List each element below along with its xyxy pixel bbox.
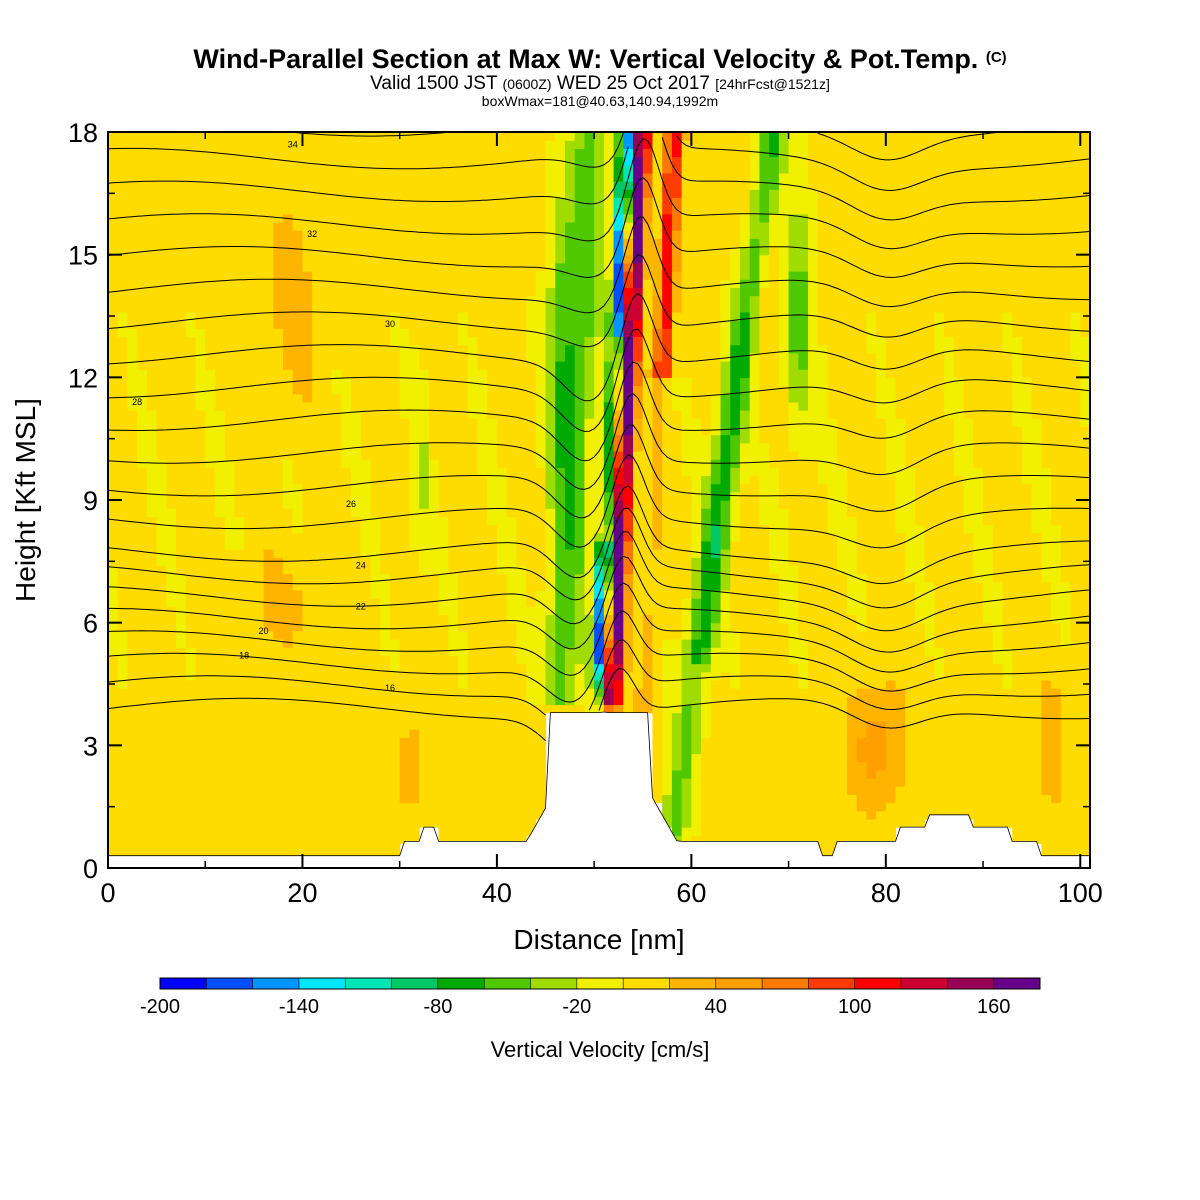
- y-axis-title: Height [Kft MSL]: [10, 398, 41, 602]
- x-tick-label: 0: [100, 878, 115, 908]
- colorbar-swatch: [206, 978, 253, 989]
- theta-contour: [107, 668, 1091, 741]
- x-tick-label: 40: [482, 878, 512, 908]
- theta-contour-label: 32: [307, 229, 317, 239]
- y-tick-label: 9: [83, 486, 98, 516]
- theta-contour: [107, 639, 1091, 716]
- colorbar-swatch: [854, 978, 902, 989]
- theta-contour-label: 16: [385, 683, 395, 693]
- colorbar-swatch: [576, 978, 624, 989]
- theta-contour: [107, 582, 1091, 676]
- chart-subtitle: Valid 1500 JST (0600Z) WED 25 Oct 2017 […: [370, 73, 830, 94]
- y-tick-label: 12: [68, 363, 98, 393]
- colorbar-swatch: [947, 978, 994, 989]
- y-tick-label: 6: [83, 609, 98, 639]
- colorbar-swatch: [437, 978, 485, 989]
- theta-contour-label: 22: [356, 601, 366, 611]
- theta-contour: [107, 292, 1091, 402]
- x-tick-label: 80: [871, 878, 901, 908]
- colorbar-swatch: [762, 978, 809, 989]
- y-tick-label: 18: [68, 118, 98, 148]
- theta-contour-label: 26: [346, 499, 356, 509]
- theta-contour: [107, 137, 1091, 221]
- colorbar-tick-label: -80: [423, 996, 452, 1018]
- theta-contour: [107, 531, 1091, 632]
- y-tick-label: 0: [83, 854, 98, 884]
- colorbar-swatch: [623, 978, 670, 989]
- theta-contour-label: 30: [385, 319, 395, 329]
- theta-contour-labels: 16 18 20 22 24 26 28 30 32 34: [132, 139, 395, 693]
- theta-contour: [107, 133, 1091, 192]
- theta-contour: [107, 424, 1091, 519]
- chart-subtitle-2: boxWmax=181@40.63,140.94,1992m: [481, 93, 719, 109]
- colorbar-swatch: [715, 978, 763, 989]
- colorbar-tick-label: -200: [140, 996, 180, 1018]
- axes: 0 20 40 60 80 100 0 3 6 9 12 15 18 Distance [nm]: [68, 118, 1103, 955]
- colorbar-swatch: [160, 978, 207, 989]
- theta-contour: [107, 392, 1091, 490]
- colorbar-tick-label: 160: [977, 996, 1010, 1018]
- colorbar-tick-label: 100: [838, 996, 871, 1018]
- theta-contour-label: 18: [239, 650, 249, 660]
- theta-contour: [107, 138, 1091, 250]
- theta-contour: [107, 176, 1091, 278]
- colorbar-swatch: [484, 978, 531, 989]
- theta-contour: [107, 216, 1090, 314]
- colorbar: -200 -140 -80 -20 40 100 160 Vertical Velocity …: [140, 977, 1041, 1062]
- colorbar-swatch: [252, 978, 300, 989]
- colorbar-swatch: [669, 978, 717, 989]
- colorbar-swatch: [808, 978, 856, 989]
- x-tick-label: 20: [287, 878, 317, 908]
- theta-contour-label: 34: [288, 139, 298, 149]
- theta-contour: [107, 485, 1090, 585]
- x-tick-label: 100: [1058, 878, 1103, 908]
- x-axis-title: Distance [nm]: [513, 924, 684, 955]
- theta-contour: [107, 610, 1091, 703]
- terrain: [107, 711, 1091, 869]
- x-tick-label: 60: [676, 878, 706, 908]
- theta-contour-label: 24: [356, 560, 366, 570]
- copyright-mark: (C): [985, 49, 1007, 66]
- theta-contour: [108, 328, 1091, 432]
- colorbar-swatch: [391, 978, 439, 989]
- vertical-velocity-field: [108, 132, 1091, 861]
- y-tick-label: 15: [68, 241, 98, 271]
- colorbar-frame: [159, 977, 1041, 990]
- colorbar-swatch: [530, 978, 578, 989]
- colorbar-label: Vertical Velocity [cm/s]: [491, 1037, 710, 1062]
- theta-contour: [107, 454, 1091, 549]
- theta-contour: [107, 253, 1091, 348]
- colorbar-swatch: [298, 978, 346, 989]
- theta-contours: [107, 131, 1091, 741]
- colorbar-swatch: [345, 978, 392, 989]
- theta-contour-label: 20: [259, 626, 269, 636]
- colorbar-swatch: [993, 978, 1041, 989]
- colorbar-tick-label: 40: [705, 996, 727, 1018]
- colorbar-tick-label: -140: [279, 996, 319, 1018]
- theta-contour: [107, 361, 1091, 462]
- theta-contour: [292, 131, 998, 161]
- theta-contour: [107, 507, 1091, 609]
- theta-contour: [108, 555, 1091, 653]
- chart-title: Wind-Parallel Section at Max W: Vertical…: [193, 44, 1007, 74]
- theta-contour-label: 28: [132, 397, 142, 407]
- colorbar-tick-label: -20: [562, 996, 591, 1018]
- y-tick-label: 3: [83, 731, 98, 761]
- colorbar-swatch: [901, 978, 948, 989]
